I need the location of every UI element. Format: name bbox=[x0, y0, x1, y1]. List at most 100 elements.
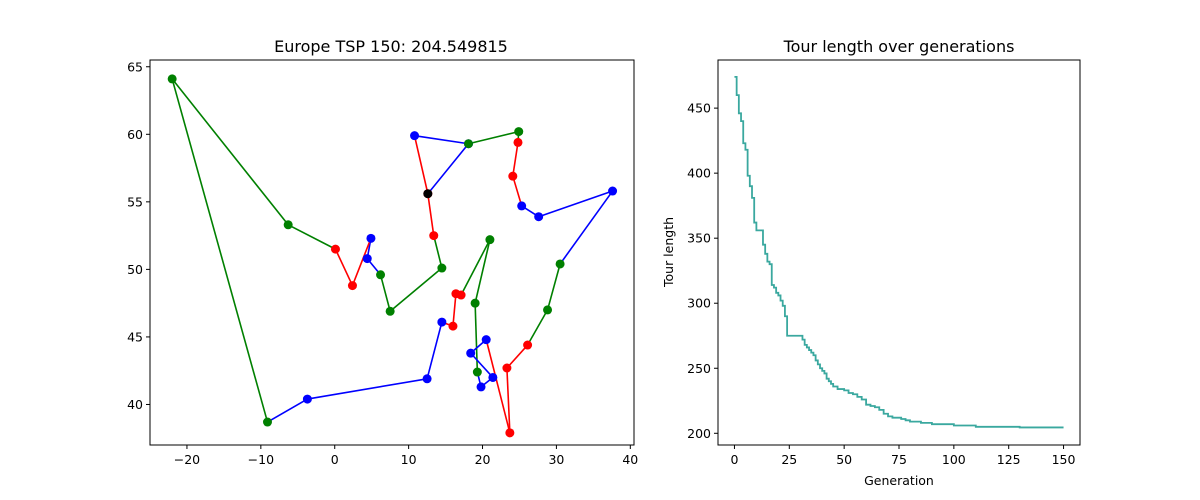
history-y-axis-label: Tour length bbox=[661, 217, 676, 288]
tour-edge bbox=[171, 78, 289, 226]
start-city-point bbox=[423, 189, 433, 199]
map-y-tick-label: 60 bbox=[127, 127, 143, 142]
city-point bbox=[437, 263, 447, 273]
city-point bbox=[410, 131, 420, 141]
city-point bbox=[302, 394, 312, 404]
tour-edge bbox=[432, 235, 443, 269]
tour-edge bbox=[468, 130, 519, 145]
city-point bbox=[376, 270, 386, 280]
tour-edge bbox=[413, 135, 429, 194]
city-point bbox=[262, 417, 272, 427]
city-point bbox=[514, 127, 524, 137]
tour-edge bbox=[538, 190, 613, 218]
tour-edge bbox=[267, 398, 308, 423]
city-point bbox=[505, 428, 515, 438]
city-point bbox=[534, 212, 544, 222]
city-point bbox=[523, 340, 533, 350]
history-x-tick-label: 125 bbox=[997, 452, 1021, 467]
tour-edge bbox=[512, 175, 523, 207]
map-y-tick-label: 65 bbox=[127, 59, 143, 74]
city-point bbox=[437, 317, 447, 327]
tour-edge bbox=[452, 293, 457, 327]
history-y-tick-label: 200 bbox=[687, 426, 711, 441]
city-point bbox=[362, 254, 372, 264]
tour-edge bbox=[427, 143, 470, 195]
city-point bbox=[485, 235, 495, 245]
tour-edge bbox=[506, 344, 529, 369]
map-x-tick-label: 40 bbox=[622, 452, 638, 467]
city-point bbox=[608, 186, 618, 196]
city-point bbox=[429, 231, 439, 241]
map-x-tick-label: 30 bbox=[548, 452, 564, 467]
city-point bbox=[167, 74, 177, 84]
map-x-tick-label: −20 bbox=[174, 452, 200, 467]
tour-edge bbox=[526, 309, 549, 346]
city-point bbox=[330, 244, 340, 254]
tour-edge bbox=[546, 263, 561, 311]
history-y-tick-label: 450 bbox=[687, 101, 711, 116]
city-point bbox=[347, 281, 357, 291]
city-point bbox=[481, 335, 491, 345]
history-y-tick-label: 400 bbox=[687, 166, 711, 181]
map-y-tick-label: 50 bbox=[127, 262, 143, 277]
city-point bbox=[366, 233, 376, 243]
city-point bbox=[476, 382, 486, 392]
map-y-tick-label: 55 bbox=[127, 194, 143, 209]
city-point bbox=[508, 171, 518, 181]
history-x-tick-label: 50 bbox=[836, 452, 852, 467]
city-point bbox=[472, 367, 482, 377]
city-point bbox=[555, 259, 565, 269]
tour-edge bbox=[334, 248, 354, 286]
city-point bbox=[488, 372, 498, 382]
tour-edge bbox=[351, 238, 372, 286]
map-title: Europe TSP 150: 204.549815 bbox=[274, 37, 508, 56]
history-x-tick-label: 0 bbox=[730, 452, 738, 467]
city-point bbox=[463, 139, 473, 149]
tour-edge bbox=[414, 134, 469, 145]
tour-edge bbox=[506, 367, 511, 433]
city-point bbox=[513, 137, 523, 147]
tour-edge bbox=[470, 352, 494, 378]
city-point bbox=[543, 305, 553, 315]
city-point bbox=[283, 220, 293, 230]
city-point bbox=[385, 306, 395, 316]
map-x-tick-label: 20 bbox=[475, 452, 491, 467]
tour-edge bbox=[389, 267, 443, 312]
history-y-tick-label: 350 bbox=[687, 231, 711, 246]
map-x-tick-label: 10 bbox=[401, 452, 417, 467]
city-point bbox=[456, 290, 466, 300]
history-x-axis-label: Generation bbox=[864, 473, 934, 488]
city-point bbox=[470, 298, 480, 308]
tour-length-chart: Tour length over generations 0 25 50 75 100 1… bbox=[661, 37, 1081, 488]
map-y-tick-label: 45 bbox=[127, 329, 143, 344]
tour-edge bbox=[427, 193, 435, 236]
city-point bbox=[466, 348, 476, 358]
history-y-tick-label: 250 bbox=[687, 361, 711, 376]
tour-edge bbox=[426, 321, 443, 380]
tour-edge bbox=[307, 378, 428, 400]
tour-edge bbox=[460, 239, 491, 296]
city-point bbox=[448, 321, 458, 331]
history-x-tick-label: 75 bbox=[891, 452, 907, 467]
map-y-tick-label: 40 bbox=[127, 397, 143, 412]
tour-edge bbox=[559, 190, 614, 265]
map-plot-frame bbox=[149, 59, 635, 446]
history-y-tick-label: 300 bbox=[687, 296, 711, 311]
tour-edge bbox=[474, 239, 491, 304]
tour-edge bbox=[485, 339, 511, 434]
history-x-tick-label: 25 bbox=[781, 452, 797, 467]
tsp-map-chart: Europe TSP 150: 204.549815 −20 −10 0 10 20 30… bbox=[127, 37, 638, 467]
tour-edge bbox=[287, 224, 336, 250]
history-plot-frame bbox=[717, 59, 1081, 446]
tour-edge bbox=[379, 274, 391, 312]
tour-edge bbox=[512, 142, 519, 177]
tour-length-series-line bbox=[734, 76, 1064, 429]
map-x-tick-label: 0 bbox=[331, 452, 339, 467]
history-x-tick-label: 150 bbox=[1052, 452, 1076, 467]
tour-edge bbox=[171, 78, 269, 423]
history-title: Tour length over generations bbox=[783, 37, 1015, 56]
city-point bbox=[422, 374, 432, 384]
city-point bbox=[502, 363, 512, 373]
city-point bbox=[517, 201, 527, 211]
